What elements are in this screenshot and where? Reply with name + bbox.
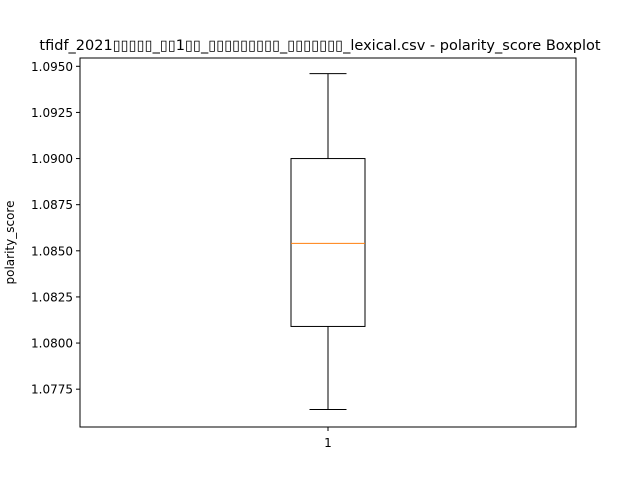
y-tick-label: 1.0900 — [31, 152, 73, 166]
y-tick-label: 1.0850 — [31, 244, 73, 258]
x-axis: 1 — [324, 427, 332, 450]
x-tick-label: 1 — [324, 436, 332, 450]
y-tick-label: 1.0875 — [31, 198, 73, 212]
y-axis-label: polarity_score — [3, 201, 17, 285]
chart-title: tfidf_2021▯▯▯▯▯_▯▯1▯▯_▯▯▯▯▯▯▯▯▯_▯▯▯▯▯▯▯_… — [39, 38, 600, 54]
box-series — [290, 73, 366, 410]
y-tick-label: 1.0775 — [31, 383, 73, 397]
y-axis: 1.0775 1.0800 1.0825 1.0850 1.0875 1.0900 1.09… — [31, 60, 80, 397]
y-tick-label: 1.0800 — [31, 337, 73, 351]
y-tick-label: 1.0925 — [31, 106, 73, 120]
interquartile-box — [290, 158, 366, 327]
y-tick-label: 1.0950 — [31, 60, 73, 74]
y-tick-label: 1.0825 — [31, 290, 73, 304]
